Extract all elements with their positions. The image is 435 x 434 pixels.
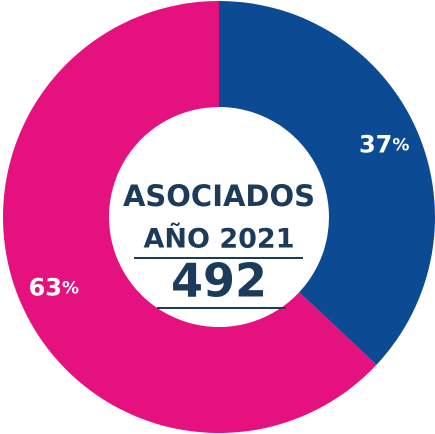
value-label: 37% <box>359 131 409 159</box>
center-subtitle: AÑO 2021 <box>144 223 295 255</box>
value-label: 63% <box>29 273 79 301</box>
slice <box>219 1 435 365</box>
slice <box>2 1 377 433</box>
value-number: 63 <box>29 273 62 301</box>
value-unit: % <box>392 136 409 156</box>
center-title: ASOCIADOS <box>123 179 315 213</box>
center-total: 492 <box>171 254 267 308</box>
value-number: 37 <box>359 131 392 159</box>
value-unit: % <box>62 278 79 298</box>
